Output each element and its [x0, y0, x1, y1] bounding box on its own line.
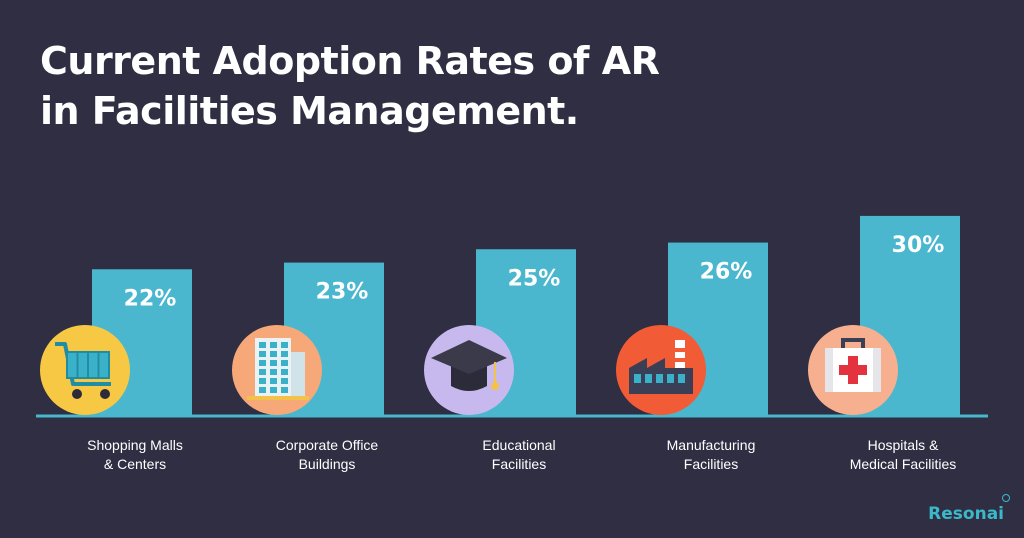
- bar-group: 25%: [424, 249, 576, 416]
- category-label-line: Corporate Office: [275, 437, 379, 453]
- bar-value-label: 25%: [508, 266, 561, 291]
- category-label-line: Manufacturing: [666, 437, 756, 453]
- bar-group: 23%: [232, 262, 384, 416]
- category-label: Educational Facilities: [434, 436, 604, 474]
- graduation-cap-icon: [424, 325, 514, 415]
- category-label-line: Medical Facilities: [849, 456, 957, 472]
- factory-icon: [616, 325, 706, 415]
- category-label-line: Shopping Malls: [87, 437, 183, 453]
- bar-group: 30%: [808, 215, 960, 416]
- bar-group: 22%: [40, 269, 192, 416]
- bar-group: 26%: [616, 242, 768, 416]
- brand-dot-icon: [1002, 494, 1010, 502]
- bar-value-label: 30%: [892, 233, 945, 258]
- bar-value-label: 26%: [700, 260, 753, 285]
- category-label-line: Educational: [482, 437, 556, 453]
- category-label: Corporate Office Buildings: [242, 436, 412, 474]
- category-label-line: Hospitals &: [867, 437, 939, 453]
- category-label-line: Facilities: [683, 456, 739, 472]
- bar-value-label: 23%: [316, 280, 369, 305]
- category-label: Shopping Malls & Centers: [50, 436, 220, 474]
- category-label-line: Buildings: [298, 456, 356, 472]
- office-building-icon: [232, 325, 322, 415]
- title-line-1: Current Adoption Rates of AR: [40, 39, 660, 83]
- category-label: Manufacturing Facilities: [626, 436, 796, 474]
- category-label-line: & Centers: [103, 456, 167, 472]
- chart-title: Current Adoption Rates of AR in Faciliti…: [40, 36, 660, 136]
- brand-logo: Resonai: [928, 504, 1004, 524]
- title-line-2: in Facilities Management.: [40, 89, 579, 133]
- category-label: Hospitals & Medical Facilities: [818, 436, 988, 474]
- category-label-line: Facilities: [491, 456, 547, 472]
- shopping-cart-icon: [40, 325, 130, 415]
- first-aid-kit-icon: [808, 325, 898, 415]
- bar-value-label: 22%: [124, 286, 177, 311]
